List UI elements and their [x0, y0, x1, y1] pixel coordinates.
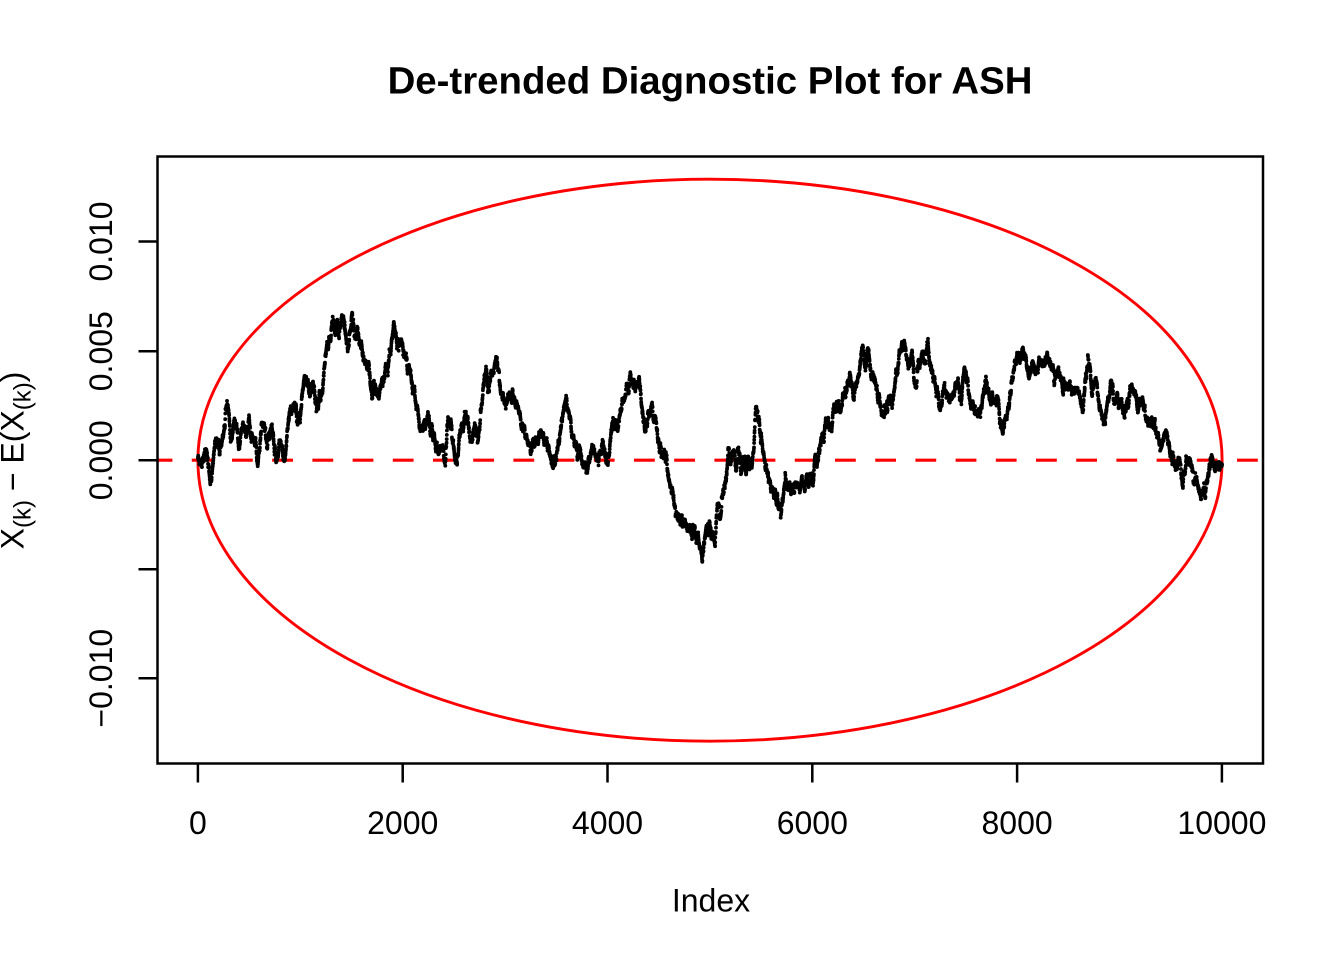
svg-text:X(k) − E(X(k)): X(k) − E(X(k)) — [0, 372, 37, 550]
svg-text:8000: 8000 — [982, 805, 1053, 841]
svg-text:0.005: 0.005 — [83, 311, 119, 391]
svg-text:0: 0 — [189, 805, 207, 841]
svg-text:0.000: 0.000 — [83, 420, 119, 500]
svg-text:10000: 10000 — [1177, 805, 1266, 841]
svg-text:4000: 4000 — [572, 805, 643, 841]
svg-text:6000: 6000 — [777, 805, 848, 841]
svg-text:De-trended Diagnostic Plot for: De-trended Diagnostic Plot for ASH — [388, 60, 1033, 103]
svg-text:−0.010: −0.010 — [83, 629, 119, 728]
svg-text:Index: Index — [672, 883, 750, 919]
svg-text:2000: 2000 — [367, 805, 438, 841]
svg-text:0.010: 0.010 — [83, 201, 119, 281]
